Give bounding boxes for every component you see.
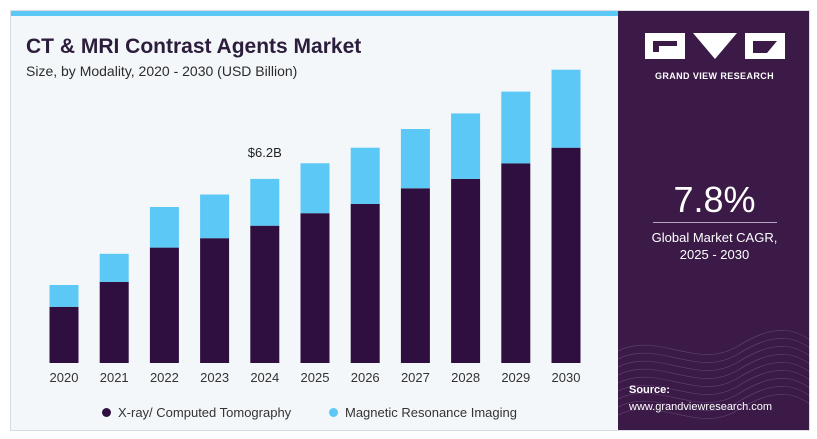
brand-name: GRAND VIEW RESEARCH	[654, 71, 775, 81]
wave-pattern	[618, 330, 809, 419]
x-tick-2025: 2025	[301, 370, 330, 385]
accent-bar	[11, 11, 618, 16]
bar-mri-2028	[451, 113, 481, 179]
bar-ct-2025	[300, 213, 330, 363]
x-tick-2028: 2028	[451, 370, 480, 385]
x-tick-2023: 2023	[200, 370, 229, 385]
legend-swatch-mri	[329, 408, 338, 417]
x-tick-2021: 2021	[100, 370, 129, 385]
bar-chart: 2020 2021 2022 2023 2024 2025 2026 2027 2028 2029…	[49, 69, 581, 385]
bar-mri-2021	[99, 253, 129, 282]
cagr-label-line1: Global Market CAGR,	[651, 230, 778, 245]
source-title: Source:	[629, 384, 670, 396]
sidebar-panel: GRAND VIEW RESEARCH 7.8% Global Market C…	[618, 11, 809, 430]
bar-ct-2026	[350, 203, 380, 363]
cagr-label-line2: 2025 - 2030	[679, 247, 750, 262]
gvr-logo-icon	[645, 33, 785, 59]
x-tick-2027: 2027	[401, 370, 430, 385]
bar-ct-2020	[49, 306, 79, 363]
bar-ct-2027	[400, 188, 430, 363]
x-tick-2022: 2022	[150, 370, 179, 385]
bar-mri-2024	[250, 178, 280, 226]
x-tick-2029: 2029	[501, 370, 530, 385]
cagr-divider	[653, 222, 777, 223]
bar-ct-2021	[99, 281, 129, 363]
chart-card: CT & MRI Contrast Agents Market Size, by…	[10, 10, 810, 431]
bar-mri-2026	[350, 147, 380, 204]
x-tick-2030: 2030	[552, 370, 581, 385]
bar-mri-2023	[200, 194, 230, 239]
chart-subtitle: Size, by Modality, 2020 - 2030 (USD Bill…	[26, 63, 298, 79]
bar-mri-2020	[49, 285, 79, 307]
bar-mri-2027	[400, 129, 430, 189]
bar-ct-2024	[250, 225, 280, 363]
bar-ct-2023	[200, 238, 230, 363]
bar-mri-2030	[551, 69, 581, 148]
legend-swatch-ct	[102, 408, 111, 417]
bar-mri-2022	[149, 207, 179, 248]
source-url: www.grandviewresearch.com	[629, 401, 773, 413]
bar-mri-2029	[501, 91, 531, 164]
bar-ct-2029	[501, 163, 531, 363]
legend-label-mri: Magnetic Resonance Imaging	[345, 405, 517, 420]
data-label-2024: $6.2B	[248, 145, 282, 160]
cagr-value: 7.8%	[673, 179, 756, 220]
chart-title: CT & MRI Contrast Agents Market	[26, 35, 362, 58]
x-tick-2020: 2020	[50, 370, 79, 385]
x-tick-2024: 2024	[250, 370, 279, 385]
bar-ct-2028	[451, 178, 481, 363]
bar-mri-2025	[300, 163, 330, 214]
bar-ct-2030	[551, 147, 581, 363]
legend-label-ct: X-ray/ Computed Tomography	[118, 405, 292, 420]
cagr-label: Global Market CAGR, 2025 - 2030	[618, 229, 809, 263]
legend-item-mri: Magnetic Resonance Imaging	[329, 405, 517, 420]
bar-ct-2022	[149, 247, 179, 363]
x-tick-2026: 2026	[351, 370, 380, 385]
legend-item-ct: X-ray/ Computed Tomography	[102, 405, 291, 420]
